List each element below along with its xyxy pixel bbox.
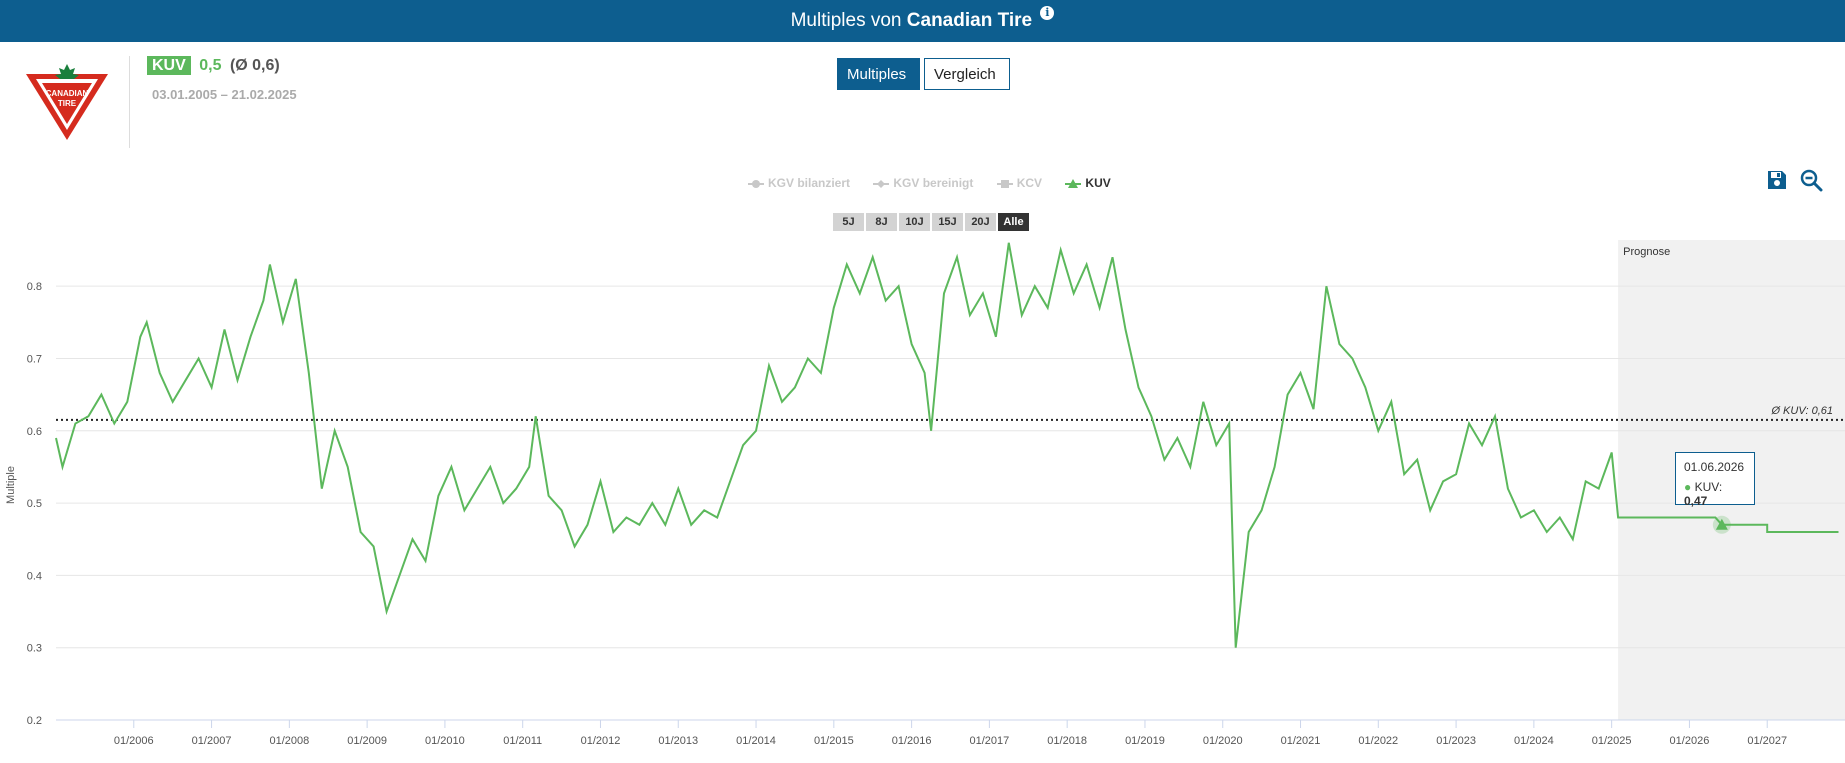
forecast-label: Prognose: [1623, 246, 1670, 258]
diamond-marker-icon: [873, 179, 890, 188]
y-tick-label: 0.8: [27, 281, 42, 293]
legend-item-kuv[interactable]: KUV: [1065, 176, 1111, 190]
metric-badge: KUV: [147, 56, 191, 75]
company-name: Canadian Tire: [906, 10, 1033, 31]
series-line-kuv: [55, 242, 1839, 648]
metric-average: (Ø 0,6): [229, 57, 280, 74]
info-icon[interactable]: i: [1040, 6, 1055, 20]
y-tick-label: 0.5: [27, 498, 42, 510]
range-button-15j[interactable]: 15J: [932, 213, 963, 231]
range-button-10j[interactable]: 10J: [899, 213, 930, 231]
tooltip-dot: ●: [1684, 480, 1692, 494]
x-tick-label: 01/2006: [114, 735, 154, 747]
kuv-line-chart: Prognose 0.20.30.40.50.60.70.8 01/2006 01…: [5, 240, 1845, 747]
legend-label: KUV: [1085, 176, 1111, 190]
x-tick-label: 01/2017: [970, 735, 1010, 747]
average-label: Ø KUV: 0,61: [1770, 405, 1833, 417]
x-tick-label: 01/2026: [1670, 735, 1710, 747]
x-tick-label: 01/2024: [1514, 735, 1554, 747]
metric-summary: KUV 0,5 (Ø 0,6): [147, 56, 280, 75]
zoom-out-icon[interactable]: [1799, 168, 1823, 192]
x-tick-label: 01/2016: [892, 735, 932, 747]
x-tick-label: 01/2015: [814, 735, 854, 747]
tab-multiples[interactable]: Multiples: [837, 58, 920, 90]
y-tick-label: 0.2: [27, 715, 42, 727]
x-tick-label: 01/2007: [192, 735, 232, 747]
highlight-marker[interactable]: [1715, 518, 1728, 530]
range-selector: 5J 8J 10J 15J 20J Alle: [833, 213, 1031, 231]
y-tick-label: 0.6: [27, 426, 42, 438]
x-tick-label: 01/2023: [1436, 735, 1476, 747]
grid-lines: [56, 285, 1845, 721]
x-tick-label: 01/2014: [736, 735, 776, 747]
range-button-5j[interactable]: 5J: [833, 213, 864, 231]
x-tick-label: 01/2021: [1281, 735, 1321, 747]
canadian-tire-logo: CANADIAN TIRE: [26, 64, 108, 140]
y-axis-ticks: 0.2 0.3 0.4 0.5 0.6 0.7 0.8: [27, 281, 42, 727]
legend-label: KGV bilanziert: [768, 176, 851, 190]
chart-legend: KGV bilanziert KGV bereinigt KCV KUV: [748, 176, 1131, 190]
square-marker-icon: [996, 179, 1013, 188]
legend-item-kgv-bereinigt[interactable]: KGV bereinigt: [873, 176, 973, 190]
page-header: Multiples von Canadian Tire i: [0, 0, 1845, 42]
tooltip-row: ● KUV: 0,47: [1684, 480, 1746, 508]
header-divider: [129, 56, 130, 148]
legend-label: KCV: [1016, 176, 1043, 190]
legend-label: KGV bereinigt: [893, 176, 974, 190]
x-axis-ticks: 01/2006 01/2007 01/2008 01/2009 01/2010 01/20…: [114, 720, 1787, 747]
tooltip-date: 01.06.2026: [1684, 460, 1745, 474]
x-tick-label: 01/2019: [1125, 735, 1165, 747]
y-tick-label: 0.3: [27, 643, 42, 655]
chart-tooltip: 01.06.2026 ● KUV: 0,47: [1675, 452, 1755, 508]
chart-tools: [1765, 168, 1829, 197]
tooltip-label: KUV:: [1694, 480, 1723, 494]
triangle-marker-icon: [1065, 178, 1082, 188]
x-tick-label: 01/2022: [1358, 735, 1398, 747]
x-tick-label: 01/2009: [347, 735, 387, 747]
x-tick-label: 01/2010: [425, 735, 465, 747]
x-tick-label: 01/2018: [1047, 735, 1087, 747]
y-tick-label: 0.7: [27, 353, 42, 365]
range-button-8j[interactable]: 8J: [866, 213, 897, 231]
legend-item-kcv[interactable]: KCV: [996, 176, 1043, 190]
metric-value: 0,5: [199, 57, 222, 74]
date-range: 03.01.2005 – 21.02.2025: [152, 87, 297, 102]
circle-marker-icon: [748, 179, 764, 188]
range-button-20j[interactable]: 20J: [965, 213, 996, 231]
x-tick-label: 01/2025: [1592, 735, 1632, 747]
logo-line1: CANADIAN: [46, 89, 89, 98]
logo-line2: TIRE: [58, 99, 77, 108]
y-axis-label: Multiple: [5, 466, 17, 504]
tooltip-value: 0,47: [1684, 494, 1708, 508]
x-tick-label: 01/2013: [658, 735, 698, 747]
x-tick-label: 01/2011: [503, 735, 542, 747]
y-tick-label: 0.4: [27, 570, 42, 582]
x-tick-label: 01/2027: [1747, 735, 1787, 747]
x-tick-label: 01/2020: [1203, 735, 1243, 747]
save-icon[interactable]: [1765, 168, 1789, 192]
x-tick-label: 01/2008: [269, 735, 309, 747]
x-tick-label: 01/2012: [581, 735, 621, 747]
legend-item-kgv-bilanziert[interactable]: KGV bilanziert: [748, 176, 850, 190]
range-button-alle[interactable]: Alle: [998, 213, 1029, 231]
tab-vergleich[interactable]: Vergleich: [924, 58, 1010, 90]
page-title: Multiples von Canadian Tire: [791, 10, 1038, 31]
title-prefix: Multiples von: [790, 10, 902, 31]
